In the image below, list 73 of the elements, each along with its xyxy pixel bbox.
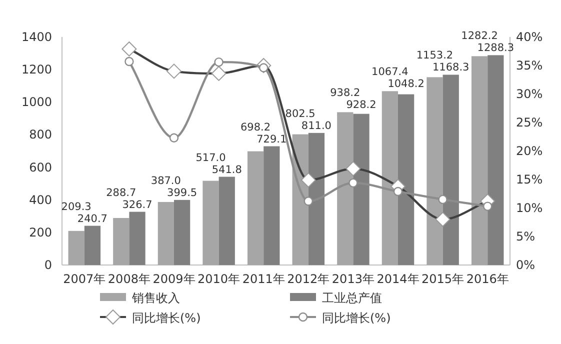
data-label: 240.7	[77, 212, 108, 225]
x-tick-label: 2016年	[466, 272, 509, 286]
point	[393, 186, 403, 196]
point	[438, 194, 448, 204]
y2-tick-label: 5%	[516, 230, 536, 244]
point	[214, 57, 224, 67]
x-tick-label: 2013年	[332, 272, 374, 286]
x-tick-label: 2011年	[242, 272, 285, 286]
y2-tick-label: 30%	[516, 87, 543, 101]
legend-label: 销售收入	[131, 291, 180, 305]
y2-tick-label: 40%	[516, 30, 543, 44]
data-label: 387.0	[150, 174, 181, 187]
y-tick-label: 1000	[21, 95, 52, 110]
bar	[158, 202, 174, 265]
x-tick-label: 2008年	[108, 272, 150, 286]
bar	[174, 200, 190, 265]
y-tick-label: 1400	[21, 30, 52, 44]
x-tick-label: 2010年	[198, 272, 240, 286]
y-tick-label: 1200	[21, 62, 52, 77]
point	[304, 196, 313, 206]
point	[169, 133, 179, 142]
y2-tick-label: 10%	[516, 201, 543, 215]
data-label: 209.3	[61, 200, 92, 213]
data-label: 1048.2	[388, 78, 424, 90]
bar	[68, 230, 84, 265]
data-label: 1067.4	[372, 66, 409, 78]
x-tick-label: 2007年	[63, 272, 106, 286]
data-label: 729.1	[256, 133, 287, 146]
legend-label: 同比增长(%)	[132, 311, 201, 325]
bar	[129, 212, 146, 265]
x-tick-label: 2015年	[422, 272, 464, 286]
bar	[202, 180, 219, 265]
x-tick-label: 2009年	[152, 272, 196, 286]
data-label: 698.2	[240, 121, 271, 134]
legend-label: 工业总产值	[322, 291, 382, 305]
data-label: 1168.3	[432, 62, 470, 74]
data-label: 1282.2	[461, 30, 498, 42]
bar	[218, 176, 235, 265]
y2-tick-label: 25%	[516, 116, 543, 130]
bar	[113, 218, 130, 265]
y-tick-label: 800	[29, 128, 52, 142]
data-label: 326.7	[122, 198, 152, 211]
bar	[382, 91, 398, 265]
data-label: 811.0	[301, 120, 332, 132]
y2-tick-label: 35%	[516, 58, 543, 72]
data-label: 938.2	[330, 87, 360, 100]
bar	[471, 56, 488, 265]
y2-tick-label: 20%	[516, 144, 543, 158]
x-tick-label: 2014年	[376, 272, 420, 286]
bar	[247, 151, 264, 265]
bar	[84, 226, 101, 265]
y-tick-label: 200	[29, 225, 52, 240]
y2-tick-label: 0%	[516, 258, 536, 272]
point	[348, 178, 358, 188]
bar	[264, 146, 280, 265]
data-label: 517.0	[196, 152, 226, 164]
data-label: 1288.3	[477, 42, 514, 54]
y-tick-label: 600	[29, 160, 52, 174]
point	[124, 56, 134, 66]
legend-label: 同比增长(%)	[322, 311, 391, 325]
data-label: 541.8	[212, 164, 242, 176]
bar	[337, 112, 354, 265]
data-label: 928.2	[346, 99, 376, 112]
data-label: 1153.2	[416, 50, 454, 62]
y-tick-label: 400	[29, 192, 52, 207]
y2-tick-label: 15%	[516, 172, 543, 186]
x-tick-label: 2012年	[287, 272, 330, 286]
point	[483, 202, 492, 211]
data-label: 288.7	[106, 186, 136, 199]
data-label: 802.5	[285, 108, 316, 120]
bar	[426, 77, 443, 265]
y-tick-label: 0	[44, 258, 52, 272]
data-label: 399.5	[167, 186, 198, 199]
